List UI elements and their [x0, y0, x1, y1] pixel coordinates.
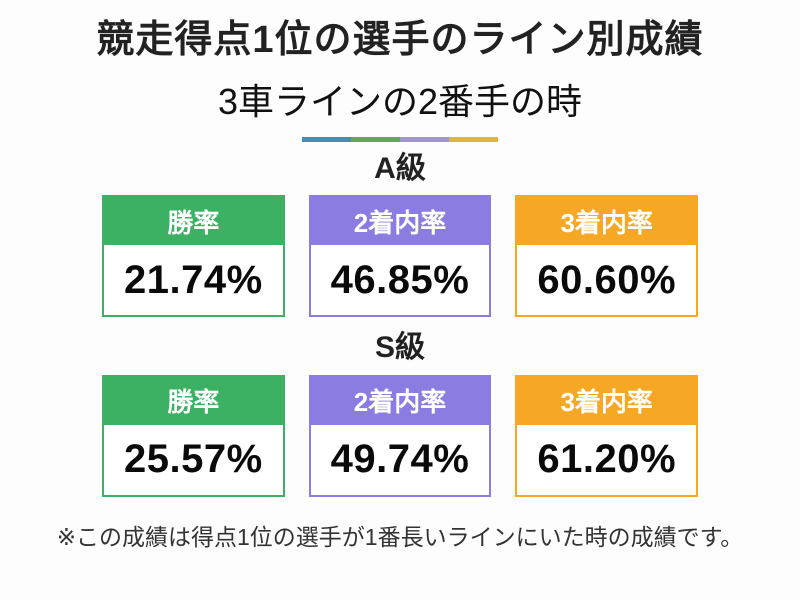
stat-card-s-top2-rate: 2着内率 49.74%	[308, 374, 492, 497]
stat-card-a-top3-rate: 3着内率 60.60%	[515, 195, 699, 318]
cards-row-a-class: 勝率 21.74% 2着内率 46.85% 3着内率 60.60%	[102, 195, 699, 318]
section-label-a-class: A級	[374, 151, 426, 185]
page-subtitle: 3車ラインの2番手の時	[217, 80, 583, 122]
metric-value: 61.20%	[537, 437, 677, 482]
metric-label: 3着内率	[517, 197, 697, 246]
cards-row-s-class: 勝率 25.57% 2着内率 49.74% 3着内率 61.20%	[102, 374, 699, 497]
page-title: 競走得点1位の選手のライン別成績	[96, 19, 704, 61]
metric-label: 3着内率	[517, 376, 697, 425]
stat-card-a-win-rate: 勝率 21.74%	[102, 195, 285, 318]
metric-label: 勝率	[104, 197, 283, 246]
stat-card-s-win-rate: 勝率 25.57%	[102, 374, 285, 497]
divider-segment-orange	[449, 136, 498, 142]
metric-value: 25.57%	[124, 437, 263, 482]
stat-card-s-top3-rate: 3着内率 61.20%	[515, 374, 699, 497]
metric-label: 2着内率	[310, 197, 490, 246]
metric-value: 49.74%	[330, 437, 470, 482]
metric-value: 21.74%	[124, 257, 263, 302]
metric-value: 46.85%	[330, 257, 470, 302]
divider-segment-purple	[400, 136, 449, 142]
metric-label: 勝率	[104, 376, 283, 425]
section-label-s-class: S級	[374, 331, 425, 365]
metric-value: 60.60%	[537, 257, 677, 302]
metric-label: 2着内率	[310, 376, 490, 425]
divider-segment-green	[351, 136, 400, 142]
footnote: ※この成績は得点1位の選手が1番長いラインにいた時の成績です。	[56, 523, 744, 550]
divider-segment-blue	[302, 136, 351, 142]
color-divider	[302, 136, 498, 142]
stat-card-a-top2-rate: 2着内率 46.85%	[308, 195, 492, 318]
